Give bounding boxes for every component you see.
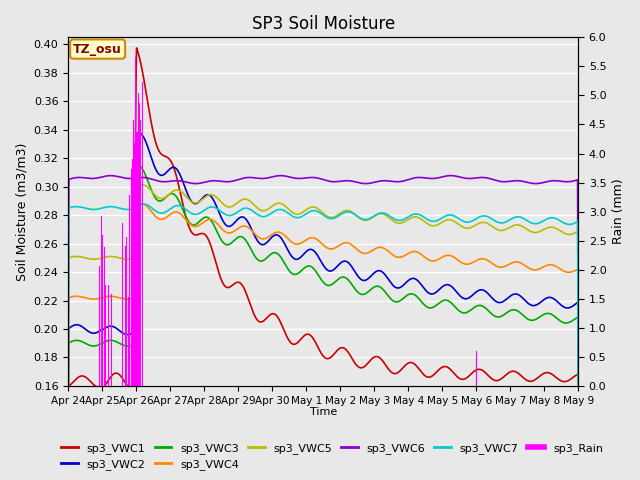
Text: TZ_osu: TZ_osu [73, 43, 122, 56]
Y-axis label: Soil Moisture (m3/m3): Soil Moisture (m3/m3) [15, 143, 28, 281]
X-axis label: Time: Time [310, 407, 337, 417]
Legend: sp3_VWC1, sp3_VWC2, sp3_VWC3, sp3_VWC4, sp3_VWC5, sp3_VWC6, sp3_VWC7, sp3_Rain: sp3_VWC1, sp3_VWC2, sp3_VWC3, sp3_VWC4, … [57, 438, 607, 474]
Y-axis label: Rain (mm): Rain (mm) [612, 179, 625, 244]
Title: SP3 Soil Moisture: SP3 Soil Moisture [252, 15, 395, 33]
